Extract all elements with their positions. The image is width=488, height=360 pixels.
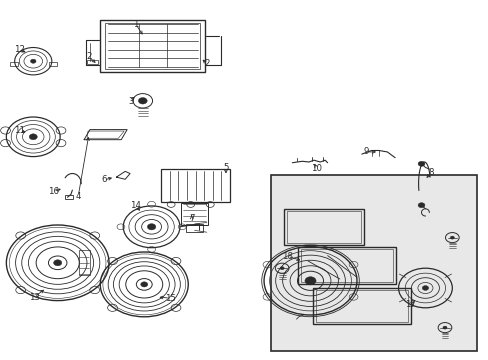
Text: 1: 1 [133, 20, 139, 29]
Text: 10: 10 [311, 164, 322, 173]
Text: 9: 9 [363, 148, 367, 156]
Text: 7: 7 [188, 214, 194, 223]
Circle shape [442, 326, 446, 329]
Bar [49, 62, 57, 66]
Text: 8: 8 [427, 168, 433, 177]
Bar [185, 224, 203, 232]
Bar [105, 23, 200, 69]
Text: 3: 3 [128, 97, 134, 106]
Text: 14: 14 [130, 202, 141, 210]
Circle shape [421, 285, 428, 291]
Bar [100, 20, 205, 72]
Bar [86, 60, 98, 64]
Bar [315, 290, 407, 322]
Text: 15: 15 [164, 294, 175, 302]
Bar [181, 203, 207, 225]
Text: 17: 17 [405, 300, 415, 309]
Bar [286, 211, 361, 243]
Text: 5: 5 [223, 163, 228, 172]
Text: 11: 11 [14, 126, 25, 135]
Bar [161, 169, 229, 202]
Circle shape [30, 59, 36, 63]
Bar [10, 62, 18, 66]
Circle shape [417, 203, 424, 208]
Text: 2: 2 [86, 52, 92, 61]
Circle shape [147, 224, 156, 230]
Bar [79, 250, 89, 275]
Text: 2: 2 [203, 59, 209, 68]
Bar [283, 209, 364, 245]
Bar [312, 288, 410, 324]
Bar [298, 247, 395, 284]
Text: 13: 13 [29, 292, 40, 302]
Circle shape [417, 161, 424, 166]
Circle shape [449, 236, 453, 239]
Circle shape [280, 267, 284, 270]
Circle shape [305, 277, 315, 285]
Text: 4: 4 [75, 192, 81, 201]
Text: 16: 16 [48, 187, 59, 196]
Text: 18: 18 [282, 252, 292, 261]
Bar [65, 195, 73, 199]
Bar [271, 175, 476, 351]
Circle shape [141, 282, 147, 287]
Text: 6: 6 [101, 175, 106, 184]
Circle shape [29, 134, 37, 140]
Bar [301, 249, 392, 282]
Circle shape [54, 260, 61, 266]
Circle shape [138, 98, 147, 104]
Text: 12: 12 [14, 45, 25, 54]
